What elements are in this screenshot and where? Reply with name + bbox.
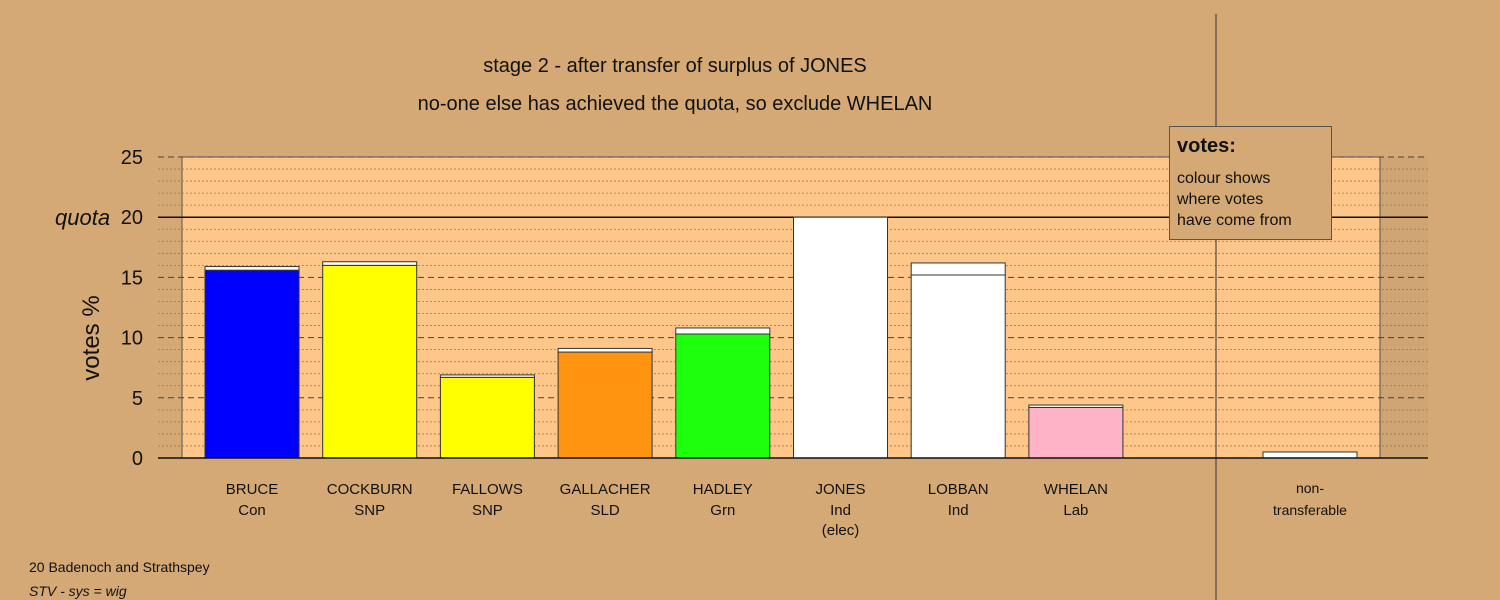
bar-segment — [1262, 451, 1358, 459]
candidate-name-label: COCKBURN — [327, 481, 413, 498]
candidate-party-label: Ind — [830, 502, 851, 519]
y-tick-label: 20 — [121, 207, 143, 229]
y-tick-label: 10 — [121, 328, 143, 350]
legend-line: where votes — [1177, 191, 1264, 208]
candidate-party-label: SNP — [472, 502, 503, 519]
plot-margin — [1380, 157, 1428, 458]
y-tick-label: 0 — [132, 448, 143, 470]
bar-segment — [910, 262, 1006, 276]
candidate-name-label: HADLEY — [693, 481, 753, 498]
bar-segment — [557, 347, 653, 353]
candidate-name-label: FALLOWS — [452, 481, 523, 498]
chart-title: stage 2 - after transfer of surplus of J… — [483, 55, 867, 77]
candidate-name-label: BRUCE — [226, 481, 279, 498]
candidate-party-label: Grn — [710, 502, 735, 519]
candidate-party-label: Lab — [1063, 502, 1088, 519]
y-tick-label: 15 — [121, 267, 143, 289]
legend-title: votes: — [1177, 135, 1236, 157]
legend-line: colour shows — [1177, 170, 1271, 187]
bar-segment — [322, 264, 418, 459]
bar-segment — [675, 327, 771, 335]
bar-segment — [675, 333, 771, 459]
bar-segment — [1028, 406, 1124, 459]
system-label: STV - sys = wig — [29, 583, 127, 599]
bar-segment — [204, 266, 300, 271]
legend-line: have come from — [1177, 212, 1292, 229]
y-tick-label: 5 — [132, 388, 143, 410]
constituency-label: 20 Badenoch and Strathspey — [29, 559, 210, 575]
candidate-name-label: WHELAN — [1044, 481, 1108, 498]
candidate-name-label: LOBBAN — [928, 481, 989, 498]
nontransferable-label: non- — [1296, 480, 1324, 496]
bar-segment — [557, 351, 653, 459]
nontransferable-label: transferable — [1273, 502, 1347, 518]
candidate-party-label: Con — [238, 502, 266, 519]
candidate-name-label: GALLACHER — [560, 481, 651, 498]
legend: votes: colour shows where votes have com… — [1169, 126, 1332, 240]
bar-segment — [204, 269, 300, 459]
candidate-note-label: (elec) — [822, 522, 860, 539]
bar-segment — [793, 216, 888, 459]
bar-segment — [322, 261, 418, 266]
candidate-party-label: SNP — [354, 502, 385, 519]
candidate-name-label: JONES — [815, 481, 865, 498]
bar-segment — [1028, 404, 1124, 408]
candidate-party-label: Ind — [948, 502, 969, 519]
quota-label: quota — [55, 205, 110, 230]
y-tick-label: 25 — [121, 147, 143, 169]
bar-segment — [439, 376, 535, 459]
bar-segment — [439, 374, 535, 378]
y-axis-label: votes % — [78, 295, 105, 380]
candidate-party-label: SLD — [591, 502, 620, 519]
bar-segment — [910, 274, 1006, 459]
chart-subtitle: no-one else has achieved the quota, so e… — [418, 93, 933, 115]
